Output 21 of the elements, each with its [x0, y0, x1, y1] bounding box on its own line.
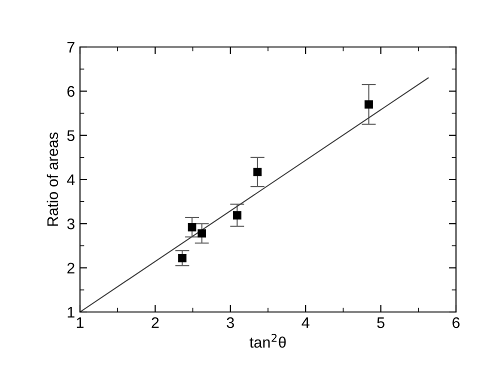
x-tick-label: 1	[76, 317, 84, 328]
point	[364, 100, 373, 109]
y-tick-label: 6	[67, 86, 74, 97]
y-tick-label: 4	[66, 174, 75, 186]
y-tick-label: 5	[67, 130, 74, 142]
y-tick-label: 7	[67, 42, 74, 53]
y-tick-label: 1	[68, 307, 74, 318]
y-tick-label: 2	[67, 262, 74, 274]
point	[178, 254, 186, 262]
point	[198, 229, 206, 238]
x-tick-label: 6	[452, 317, 460, 328]
x-tick-label: 5	[377, 317, 384, 328]
x-axis-title: tan$^{2}$θ	[250, 334, 286, 348]
point	[253, 168, 262, 176]
point	[233, 211, 242, 220]
y-tick-label: 3	[67, 218, 74, 230]
y-axis-title: Ratio of areas	[46, 132, 58, 226]
point	[188, 223, 196, 232]
x-tick-label: 3	[226, 317, 234, 328]
x-tick-label: 4	[302, 317, 310, 328]
x-tick-label: 2	[152, 317, 159, 328]
